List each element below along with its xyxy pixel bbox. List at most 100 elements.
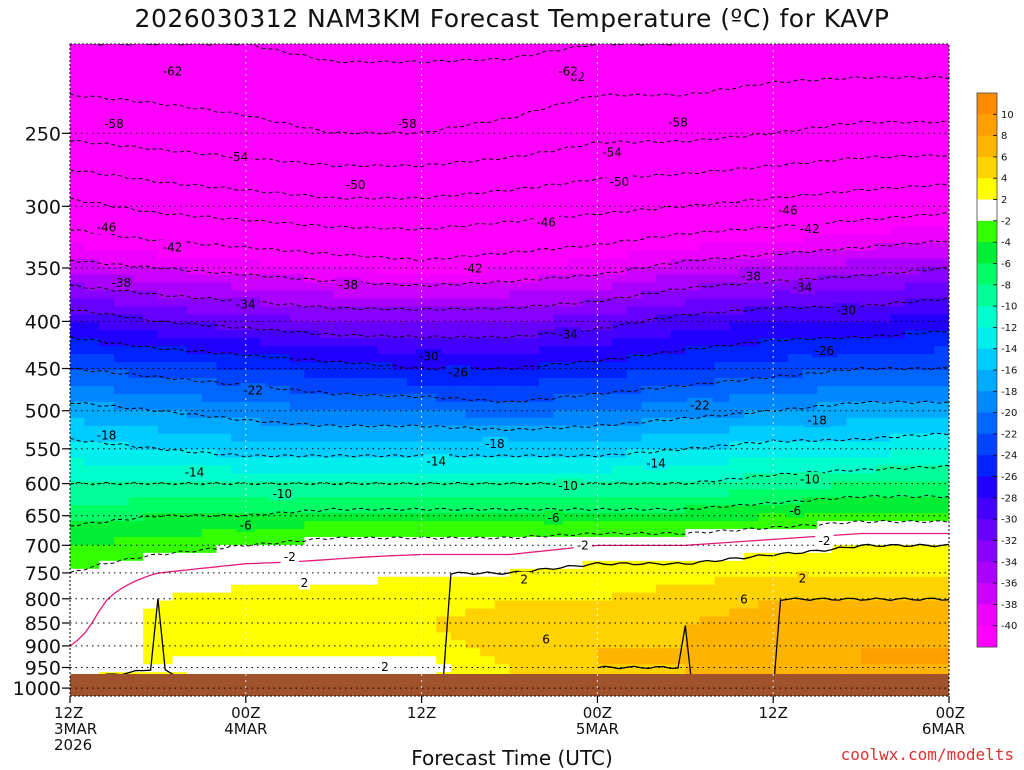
heat-cell [495, 609, 510, 618]
heat-cell [671, 52, 686, 61]
heat-cell [187, 434, 202, 443]
heat-cell [641, 60, 656, 69]
heat-cell [685, 195, 700, 204]
heat-cell [524, 648, 539, 657]
heat-cell [407, 505, 422, 514]
heat-cell [715, 92, 730, 101]
heat-cell [934, 108, 949, 117]
heat-cell [319, 251, 334, 260]
heat-cell [744, 450, 759, 459]
heat-cell [129, 108, 144, 117]
heat-cell [729, 640, 744, 649]
heat-cell [773, 561, 788, 570]
heat-cell [231, 243, 246, 252]
heat-cell [202, 227, 217, 236]
heat-cell [378, 609, 393, 618]
heat-cell [407, 290, 422, 299]
heat-cell [392, 624, 407, 633]
heat-cell [275, 378, 290, 387]
heat-cell [539, 593, 554, 602]
heat-cell [597, 68, 612, 77]
heat-cell [627, 251, 642, 260]
heat-cell [378, 68, 393, 77]
heat-cell [553, 131, 568, 140]
heat-cell [583, 171, 598, 180]
heat-cell [773, 521, 788, 530]
heat-cell [524, 306, 539, 315]
heat-cell [700, 290, 715, 299]
heat-cell [934, 314, 949, 323]
heat-cell [568, 553, 583, 562]
heat-cell [656, 402, 671, 411]
heat-cell [304, 84, 319, 93]
heat-cell [217, 465, 232, 474]
heat-cell [260, 609, 275, 618]
heat-cell [729, 139, 744, 148]
heat-cell [363, 84, 378, 93]
heat-cell [612, 84, 627, 93]
heat-cell [803, 131, 818, 140]
heat-cell [715, 601, 730, 610]
heat-cell [319, 243, 334, 252]
heat-cell [685, 171, 700, 180]
heat-cell [275, 179, 290, 188]
heat-cell [890, 569, 905, 578]
heat-cell [275, 267, 290, 276]
heat-cell [246, 664, 261, 673]
heat-cell [920, 553, 935, 562]
heat-cell [890, 203, 905, 212]
heat-cell [260, 235, 275, 244]
heat-cell [759, 601, 774, 610]
heat-cell [627, 616, 642, 625]
heat-cell [275, 585, 290, 594]
heat-cell [729, 418, 744, 427]
heat-cell [495, 131, 510, 140]
heat-cell [905, 338, 920, 347]
heat-cell [612, 235, 627, 244]
heat-cell [788, 116, 803, 125]
heat-cell [744, 346, 759, 355]
heat-cell [817, 489, 832, 498]
heat-cell [524, 44, 539, 53]
heat-cell [466, 108, 481, 117]
heat-cell [480, 529, 495, 538]
heat-cell [436, 108, 451, 117]
heat-cell [510, 60, 525, 69]
heat-cell [173, 346, 188, 355]
heat-cell [451, 640, 466, 649]
heat-cell [275, 100, 290, 109]
heat-cell [114, 290, 129, 299]
heat-cell [158, 84, 173, 93]
heat-cell [363, 473, 378, 482]
heat-cell [759, 569, 774, 578]
heat-cell [539, 52, 554, 61]
heat-cell [568, 147, 583, 156]
heat-cell [583, 84, 598, 93]
heat-cell [934, 640, 949, 649]
heat-cell [685, 664, 700, 673]
heat-cell [641, 624, 656, 633]
heat-cell [363, 457, 378, 466]
heat-cell [231, 76, 246, 85]
heat-cell [773, 44, 788, 53]
heat-cell [143, 322, 158, 331]
heat-cell [934, 92, 949, 101]
heat-cell [451, 521, 466, 530]
heat-cell [876, 171, 891, 180]
heat-cell [876, 656, 891, 665]
heat-cell [759, 434, 774, 443]
heat-cell [773, 92, 788, 101]
heat-cell [85, 640, 100, 649]
heat-cell [671, 211, 686, 220]
heat-cell [715, 656, 730, 665]
heat-cell [173, 601, 188, 610]
heat-cell [539, 267, 554, 276]
heat-cell [319, 394, 334, 403]
heat-cell [348, 473, 363, 482]
heat-cell [407, 52, 422, 61]
heat-cell [553, 426, 568, 435]
heat-cell [539, 656, 554, 665]
heat-cell [231, 640, 246, 649]
heat-cell [304, 489, 319, 498]
heat-cell [583, 465, 598, 474]
